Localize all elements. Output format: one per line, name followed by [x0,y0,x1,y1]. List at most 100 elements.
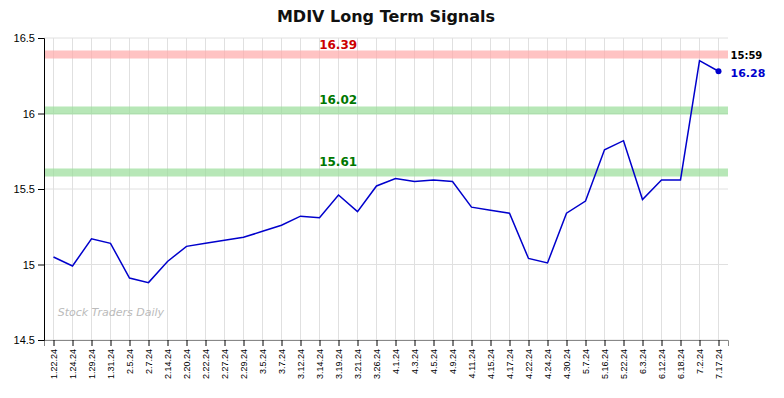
x-grid-line [338,38,339,340]
x-tick: 2.29.24 [239,340,249,379]
signal-label: 16.39 [319,38,357,52]
y-tick-label: 15.5 [14,183,35,195]
x-tick-label: 2.22.24 [201,349,211,379]
x-grid-line [585,38,586,340]
x-grid-line [414,38,415,340]
x-tick-label: 7.2.24 [695,349,705,374]
x-tick-mark [491,340,492,346]
grid [44,38,728,340]
x-tick-mark [244,340,245,346]
watermark: Stock Traders Daily [58,306,165,319]
x-tick: 2.5.24 [125,340,135,374]
x-grid-line [129,38,130,340]
x-tick-label: 1.24.24 [68,349,78,379]
x-tick: 1.24.24 [68,340,78,379]
x-tick-label: 3.26.24 [372,349,382,379]
y-axis: 14.51515.51616.5 [14,32,45,346]
x-grid-line [281,38,282,340]
y-tick: 16 [23,108,44,120]
x-tick: 5.7.24 [581,340,591,374]
x-grid-line [471,38,472,340]
x-tick-mark [358,340,359,346]
x-tick-label: 4.17.24 [505,349,515,379]
x-grid-line [243,38,244,340]
x-tick-label: 2.14.24 [163,349,173,379]
y-tick-mark [38,340,44,341]
x-tick-mark [396,340,397,346]
x-grid-line [319,38,320,340]
y-grid-line [44,38,728,39]
x-tick-label: 3.5.24 [258,349,268,374]
x-tick-label: 4.9.24 [448,349,458,374]
y-tick-label: 16.5 [14,32,35,44]
signal-line [44,106,728,114]
x-grid-line [699,38,700,340]
x-tick-label: 4.11.24 [467,349,477,378]
x-tick-mark [434,340,435,346]
x-tick-mark [453,340,454,346]
x-tick-mark [624,340,625,346]
x-tick: 7.17.24 [714,340,724,379]
y-tick-label: 14.5 [14,334,35,346]
x-tick: 1.31.24 [106,340,116,379]
x-grid-line [186,38,187,340]
x-tick-mark [206,340,207,346]
title: MDIV Long Term Signals [277,7,495,26]
x-grid-line [205,38,206,340]
signal-label: 15.61 [319,155,357,169]
x-tick-mark [339,340,340,346]
x-tick: 4.3.24 [410,340,420,374]
x-grid-line [148,38,149,340]
x-grid-line [433,38,434,340]
x-tick-mark [643,340,644,346]
x-grid-line [224,38,225,340]
x-tick-mark [605,340,606,346]
x-tick-mark [700,340,701,346]
x-axis: 1.22.241.24.241.29.241.31.242.5.242.7.24… [45,340,729,379]
x-tick: 3.12.24 [296,340,306,379]
x-tick-label: 7.17.24 [714,349,724,379]
x-tick-mark [73,340,74,346]
x-tick-mark [567,340,568,346]
y-tick-mark [38,38,44,39]
y-tick-mark [38,114,44,115]
x-tick: 1.22.24 [49,340,59,379]
x-tick: 3.19.24 [334,340,344,379]
x-tick-mark [92,340,93,346]
x-grid-line [604,38,605,340]
x-tick: 1.29.24 [87,340,97,379]
x-tick-label: 3.14.24 [315,349,325,379]
x-tick-mark [320,340,321,346]
x-tick-mark [548,340,549,346]
last-point [716,68,722,74]
plot: 1.22.241.24.241.29.241.31.242.5.242.7.24… [14,32,766,379]
x-tick-label: 5.22.24 [619,349,629,379]
x-tick: 4.1.24 [391,340,401,374]
x-tick: 2.22.24 [201,340,211,379]
x-tick: 4.9.24 [448,340,458,374]
x-tick-mark [130,340,131,346]
x-tick: 2.27.24 [220,340,230,379]
x-grid-line [91,38,92,340]
x-grid-line [357,38,358,340]
x-tick-label: 6.3.24 [638,349,648,374]
x-tick-label: 4.30.24 [562,349,572,379]
x-tick-label: 1.31.24 [106,349,116,379]
y-tick: 14.5 [14,334,44,346]
x-tick: 3.14.24 [315,340,325,379]
signal-label: 16.02 [319,93,357,107]
x-tick: 4.22.24 [524,340,534,379]
x-tick: 4.17.24 [505,340,515,379]
x-tick-mark [282,340,283,346]
x-tick: 6.12.24 [657,340,667,379]
x-axis-line [45,341,729,347]
x-grid-line [110,38,111,340]
x-tick: 4.11.24 [467,340,477,378]
x-grid-line [509,38,510,340]
y-grid-line [44,264,728,265]
x-grid-line [395,38,396,340]
x-tick: 3.7.24 [277,340,287,374]
x-tick: 5.16.24 [600,340,610,379]
x-tick-mark [472,340,473,346]
chart: MDIV Long Term Signals 1.22.24 1.24.24 1.29… [0,0,784,398]
